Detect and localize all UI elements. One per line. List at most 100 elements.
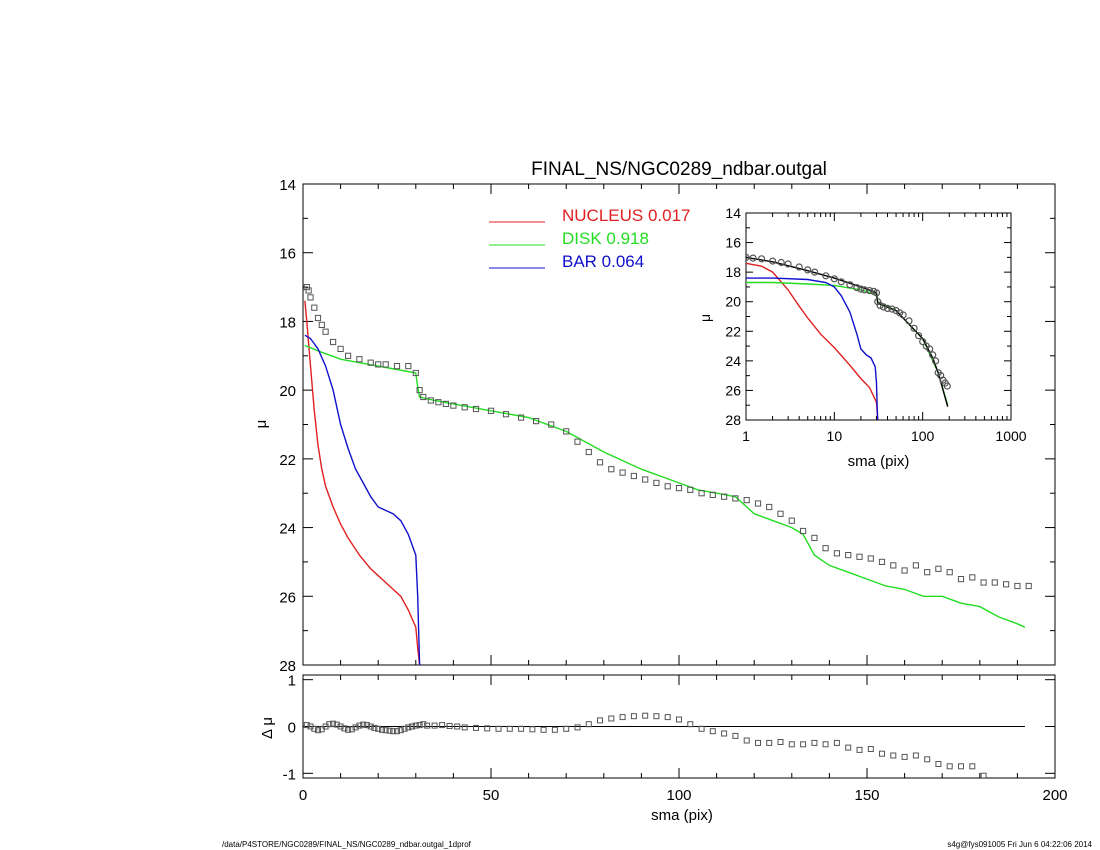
data-point (926, 345, 934, 353)
chart-title: FINAL_NS/NGC0289_ndbar.outgal (531, 159, 827, 180)
data-point (888, 305, 896, 313)
data-point (345, 726, 352, 733)
data-point (664, 714, 671, 721)
data-point (375, 725, 382, 732)
data-point (461, 724, 468, 731)
data-point (709, 728, 716, 735)
series-nucleus (304, 300, 421, 665)
data-point (322, 328, 329, 335)
data-point (777, 510, 784, 517)
y-tick-label: 24 (725, 353, 741, 369)
y-tick-label: 18 (725, 264, 741, 280)
data-point (431, 722, 438, 729)
data-point (822, 545, 829, 552)
data-point (382, 361, 389, 368)
y-tick-label: 20 (279, 383, 296, 400)
data-point (746, 253, 750, 261)
data-point (574, 724, 581, 731)
data-point (495, 725, 502, 732)
data-point (919, 338, 927, 346)
data-point (935, 761, 942, 767)
y-tick-label: 16 (725, 235, 741, 251)
data-point (957, 576, 965, 583)
data-point (969, 574, 976, 581)
data-point (804, 266, 812, 274)
y-tick-label: 26 (725, 382, 741, 398)
data-point (409, 723, 415, 730)
data-point (367, 359, 374, 366)
data-point (337, 345, 344, 352)
y-tick-label: 22 (725, 323, 741, 339)
series-disk (304, 344, 1026, 628)
data-point (879, 750, 885, 757)
data-point (929, 351, 937, 359)
data-point (931, 357, 940, 365)
data-point (757, 255, 766, 263)
data-point (935, 565, 942, 572)
data-point (533, 418, 540, 425)
data-point (630, 472, 637, 480)
data-point (563, 725, 570, 732)
data-point (768, 257, 777, 265)
y-axis-label: μ (697, 314, 713, 322)
data-point (574, 438, 581, 445)
data-point (330, 338, 337, 346)
data-point (749, 254, 757, 262)
data-point (390, 728, 397, 735)
data-point (305, 287, 312, 294)
data-point (788, 517, 795, 524)
y-tick-label: 14 (725, 205, 741, 221)
x-tick-label: 1000 (995, 428, 1026, 444)
data-point (860, 286, 869, 294)
data-point (958, 763, 964, 770)
series-bar (304, 334, 421, 665)
data-point (946, 569, 953, 576)
data-point (653, 479, 660, 486)
data-point (386, 727, 393, 734)
x-tick-label: 100 (911, 428, 935, 444)
series-bar (746, 277, 879, 420)
data-point (356, 356, 363, 363)
data-point (424, 722, 431, 729)
data-point (630, 713, 637, 720)
data-point (597, 717, 603, 724)
data-point (867, 555, 874, 562)
data-point (563, 428, 570, 435)
data-point (867, 746, 874, 752)
data-point (743, 737, 750, 744)
data-point (341, 725, 348, 732)
data-point (876, 301, 884, 309)
data-point (518, 725, 525, 732)
y-tick-label: 1 (288, 673, 296, 690)
data-point (914, 332, 923, 340)
data-point (382, 727, 389, 734)
data-point (360, 721, 367, 728)
data-point (892, 307, 900, 315)
data-point (397, 727, 404, 734)
data-point (371, 724, 378, 731)
data-point (857, 285, 865, 293)
data-point (518, 414, 525, 421)
data-point (333, 721, 340, 728)
y-tick-label: 0 (288, 720, 296, 737)
data-point (585, 721, 592, 728)
data-point (980, 579, 987, 586)
data-point (439, 722, 446, 729)
data-point (318, 321, 325, 328)
data-point (721, 730, 728, 737)
data-point (698, 490, 705, 497)
legend: NUCLEUS 0.017 DISK 0.918 BAR 0.064 (489, 206, 691, 271)
data-point (853, 284, 861, 292)
data-point (435, 399, 442, 406)
data-point (766, 503, 773, 511)
data-point (303, 722, 310, 729)
x-tick-label: 0 (299, 787, 307, 804)
data-point (721, 493, 728, 500)
data-point (912, 752, 919, 759)
data-point (352, 724, 359, 731)
data-point (890, 752, 897, 759)
data-point (822, 272, 830, 280)
data-point (427, 397, 434, 404)
y-tick-label: 26 (279, 589, 296, 606)
data-point (687, 486, 694, 493)
